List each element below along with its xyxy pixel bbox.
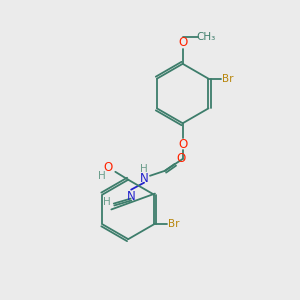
Text: CH₃: CH₃ [197, 32, 216, 42]
Text: H: H [140, 164, 148, 174]
Text: H: H [103, 196, 110, 206]
Text: Br: Br [223, 74, 234, 84]
Text: Br: Br [168, 219, 179, 229]
Text: O: O [178, 37, 187, 50]
Text: O: O [178, 138, 187, 151]
Text: N: N [140, 172, 148, 185]
Text: O: O [176, 152, 185, 165]
Text: N: N [127, 190, 136, 203]
Text: H: H [98, 171, 105, 181]
Text: O: O [104, 161, 113, 174]
